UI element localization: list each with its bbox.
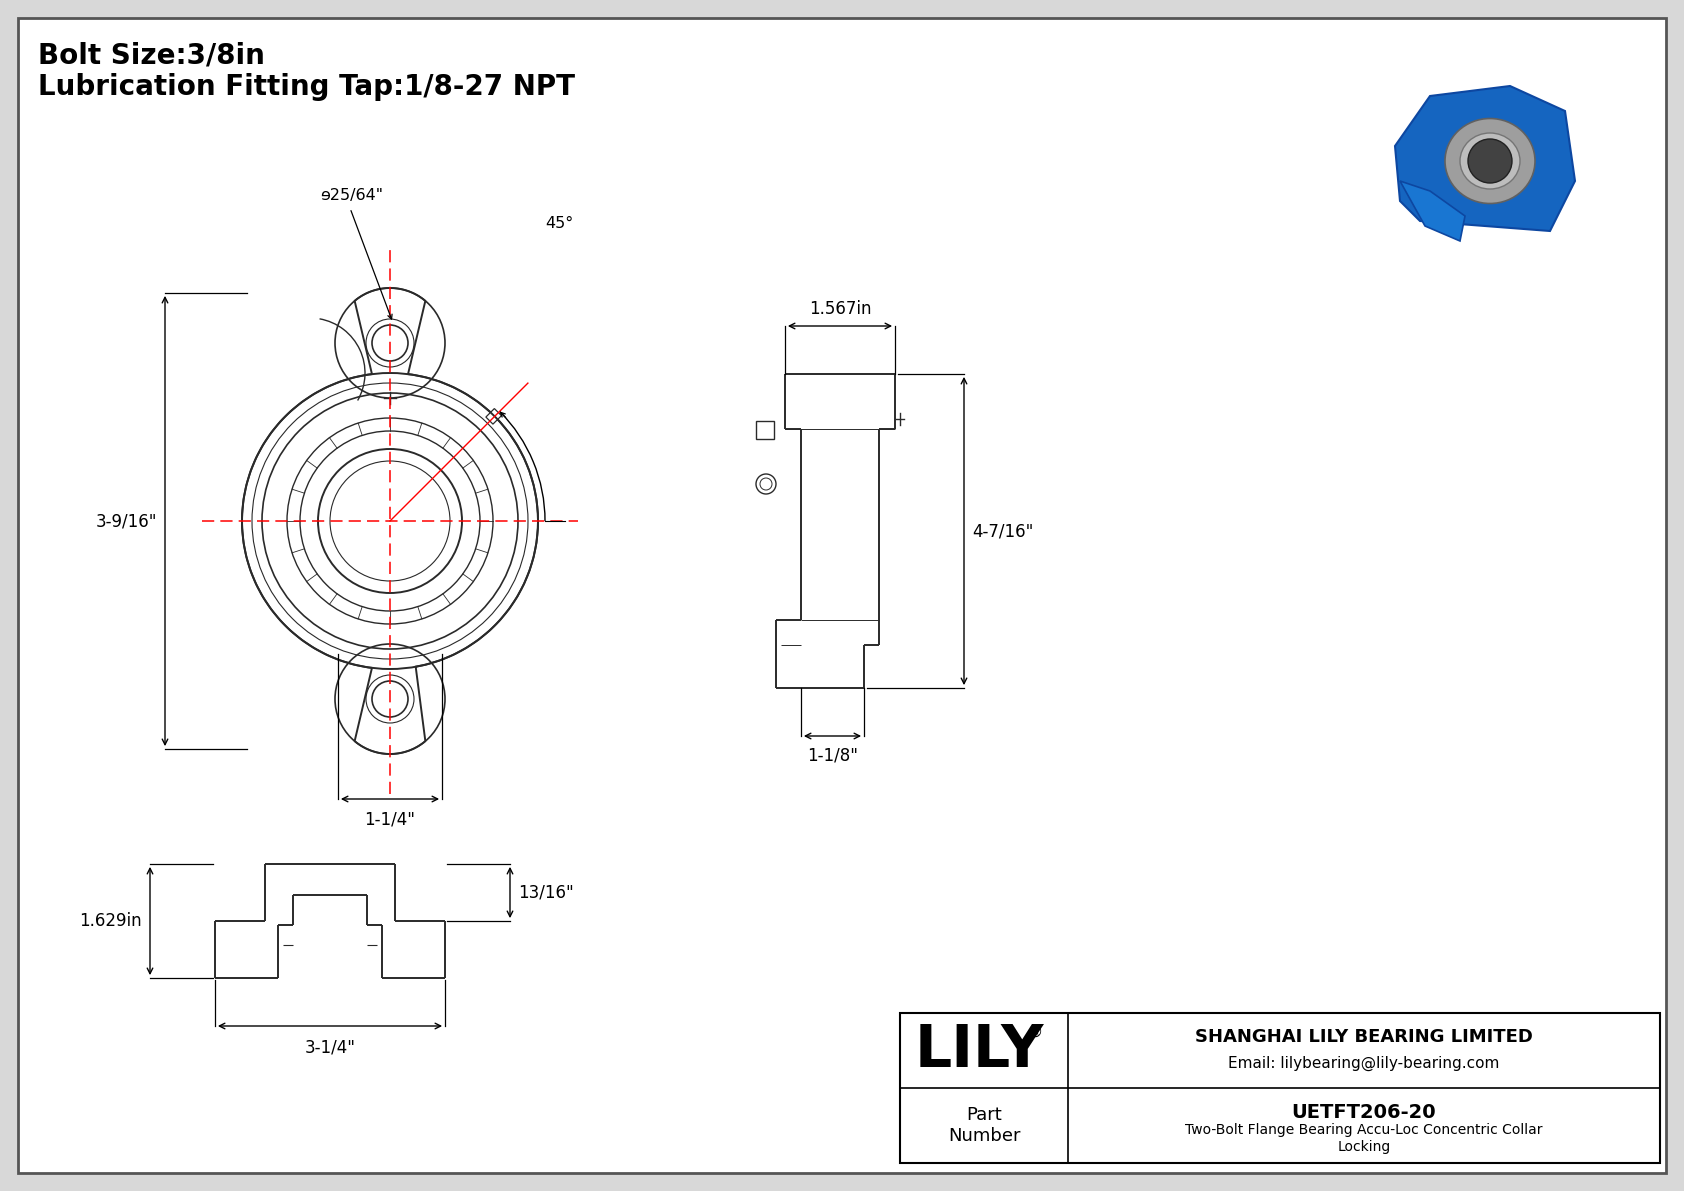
Bar xyxy=(756,420,775,439)
Text: 1-1/4": 1-1/4" xyxy=(364,811,416,829)
Text: 13/16": 13/16" xyxy=(519,884,574,902)
Text: 3-1/4": 3-1/4" xyxy=(305,1039,355,1056)
Text: 1.567in: 1.567in xyxy=(808,300,871,318)
Text: Part
Number: Part Number xyxy=(948,1106,1021,1145)
Ellipse shape xyxy=(1460,133,1521,189)
Text: UETFT206-20: UETFT206-20 xyxy=(1292,1103,1436,1122)
Text: 4-7/16": 4-7/16" xyxy=(972,522,1034,540)
Ellipse shape xyxy=(1445,118,1536,204)
Circle shape xyxy=(1468,139,1512,183)
Text: Bolt Size:3/8in: Bolt Size:3/8in xyxy=(39,40,264,69)
Polygon shape xyxy=(1399,181,1465,241)
Text: ɘ25/64": ɘ25/64" xyxy=(320,188,382,202)
Text: Email: lilybearing@lily-bearing.com: Email: lilybearing@lily-bearing.com xyxy=(1228,1056,1500,1071)
Polygon shape xyxy=(1394,86,1575,231)
Text: Two-Bolt Flange Bearing Accu-Loc Concentric Collar
Locking: Two-Bolt Flange Bearing Accu-Loc Concent… xyxy=(1186,1123,1543,1154)
Text: 1.629in: 1.629in xyxy=(79,912,141,930)
Text: Lubrication Fitting Tap:1/8-27 NPT: Lubrication Fitting Tap:1/8-27 NPT xyxy=(39,73,574,101)
Bar xyxy=(487,409,502,424)
Text: SHANGHAI LILY BEARING LIMITED: SHANGHAI LILY BEARING LIMITED xyxy=(1196,1029,1532,1047)
Text: 1-1/8": 1-1/8" xyxy=(807,746,859,763)
Text: 45°: 45° xyxy=(546,216,573,231)
Text: LILY: LILY xyxy=(914,1022,1044,1079)
Text: ®: ® xyxy=(1029,1025,1044,1040)
Text: 3-9/16": 3-9/16" xyxy=(96,512,157,530)
Bar xyxy=(899,1014,1660,1162)
